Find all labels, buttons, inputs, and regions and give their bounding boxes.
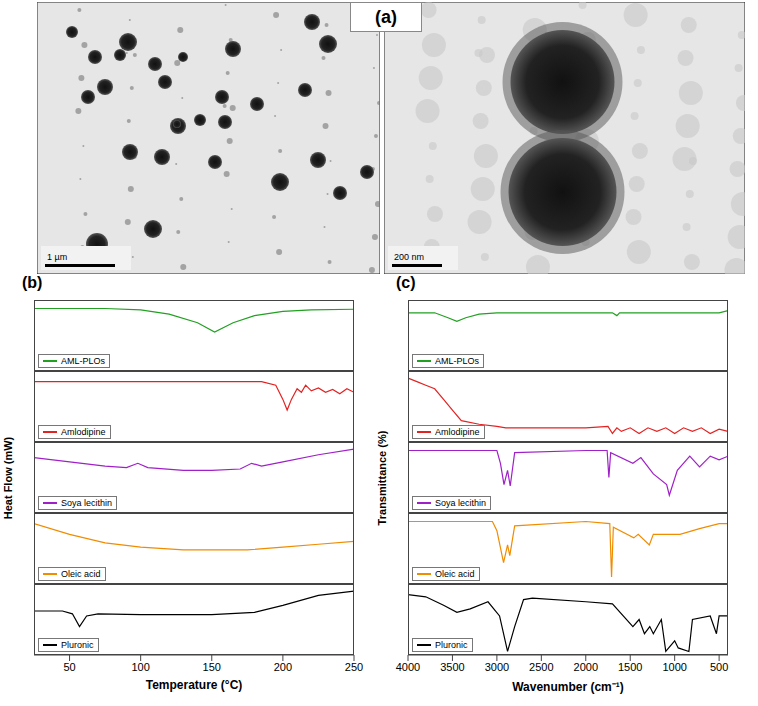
svg-text:1500: 1500 (618, 661, 642, 673)
html-text:Pluronic: Pluronic (435, 640, 468, 650)
svg-text:3500: 3500 (440, 661, 464, 673)
svg-text:50: 50 (63, 661, 75, 673)
svg-text:2000: 2000 (574, 661, 598, 673)
html-text:Wavenumber (cm⁻¹): Wavenumber (cm⁻¹) (512, 680, 624, 694)
html-text:Amlodipine: Amlodipine (61, 427, 106, 437)
svg-text:150: 150 (203, 661, 221, 673)
svg-text:500: 500 (710, 661, 728, 673)
html-text:AML-PLOs: AML-PLOs (61, 356, 105, 366)
html-text:Transmittance (%): Transmittance (%) (376, 430, 388, 525)
svg-text:3000: 3000 (485, 661, 509, 673)
svg-text:1000: 1000 (662, 661, 686, 673)
svg-text:4000: 4000 (396, 661, 420, 673)
html-text:Soya lecithin: Soya lecithin (61, 498, 112, 508)
svg-text:200 nm: 200 nm (394, 252, 424, 262)
svg-text:200: 200 (274, 661, 292, 673)
svg-text:100: 100 (131, 661, 149, 673)
html-text:(a): (a) (375, 6, 397, 27)
html-text:Temperature (°C): Temperature (°C) (145, 678, 243, 692)
html-text:(c): (c) (396, 274, 416, 291)
svg-text:2500: 2500 (529, 661, 553, 673)
html-text:Amlodipine: Amlodipine (435, 427, 480, 437)
svg-text:1 µm: 1 µm (47, 252, 67, 262)
html-text:Pluronic: Pluronic (61, 640, 94, 650)
html-text:Oleic acid: Oleic acid (61, 569, 101, 579)
html-text:Soya lecithin: Soya lecithin (435, 498, 486, 508)
html-text:Heat Flow (mW): Heat Flow (mW) (2, 436, 14, 519)
html-text:AML-PLOs: AML-PLOs (435, 356, 479, 366)
html-text:Oleic acid: Oleic acid (435, 569, 475, 579)
html-text:(b): (b) (22, 274, 43, 291)
svg-text:250: 250 (345, 661, 363, 673)
